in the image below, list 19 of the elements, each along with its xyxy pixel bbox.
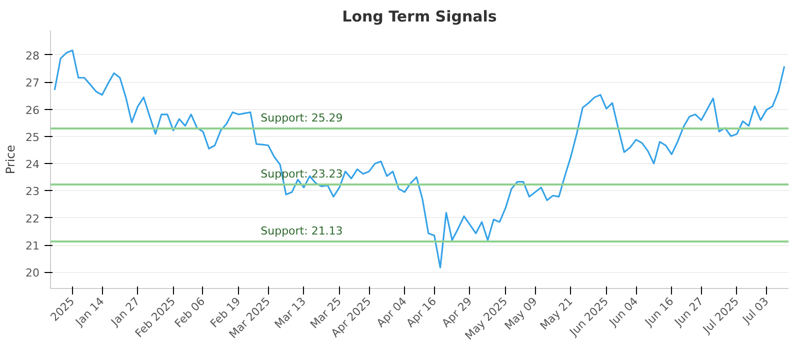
ref-line-label: Support: 21.13 (260, 224, 343, 238)
y-axis-title: Price (4, 144, 18, 174)
y-tick-label: 24 (26, 158, 40, 172)
x-tick-label: Jul 03 (739, 294, 772, 327)
y-tick-label: 22 (26, 212, 40, 226)
y-tick-label: 23 (26, 185, 40, 198)
x-tick-label: Jan 14 (72, 294, 107, 330)
ref-line-label: Support: 25.29 (260, 112, 343, 125)
y-tick-label: 26 (26, 104, 40, 117)
y-tick-label: 25 (26, 130, 40, 144)
chart-title: Long Term Signals (342, 8, 497, 26)
y-tick-label: 20 (26, 266, 40, 280)
y-tick-label: 21 (26, 240, 40, 253)
line-series (54, 50, 786, 268)
y-tick-label: 27 (26, 76, 40, 90)
x-tick-label: Mar 13 (272, 294, 308, 332)
x-tick-label: Jun 04 (606, 294, 641, 330)
x-tick-label: Jun 16 (642, 294, 676, 330)
y-tick-label: 28 (26, 49, 40, 62)
